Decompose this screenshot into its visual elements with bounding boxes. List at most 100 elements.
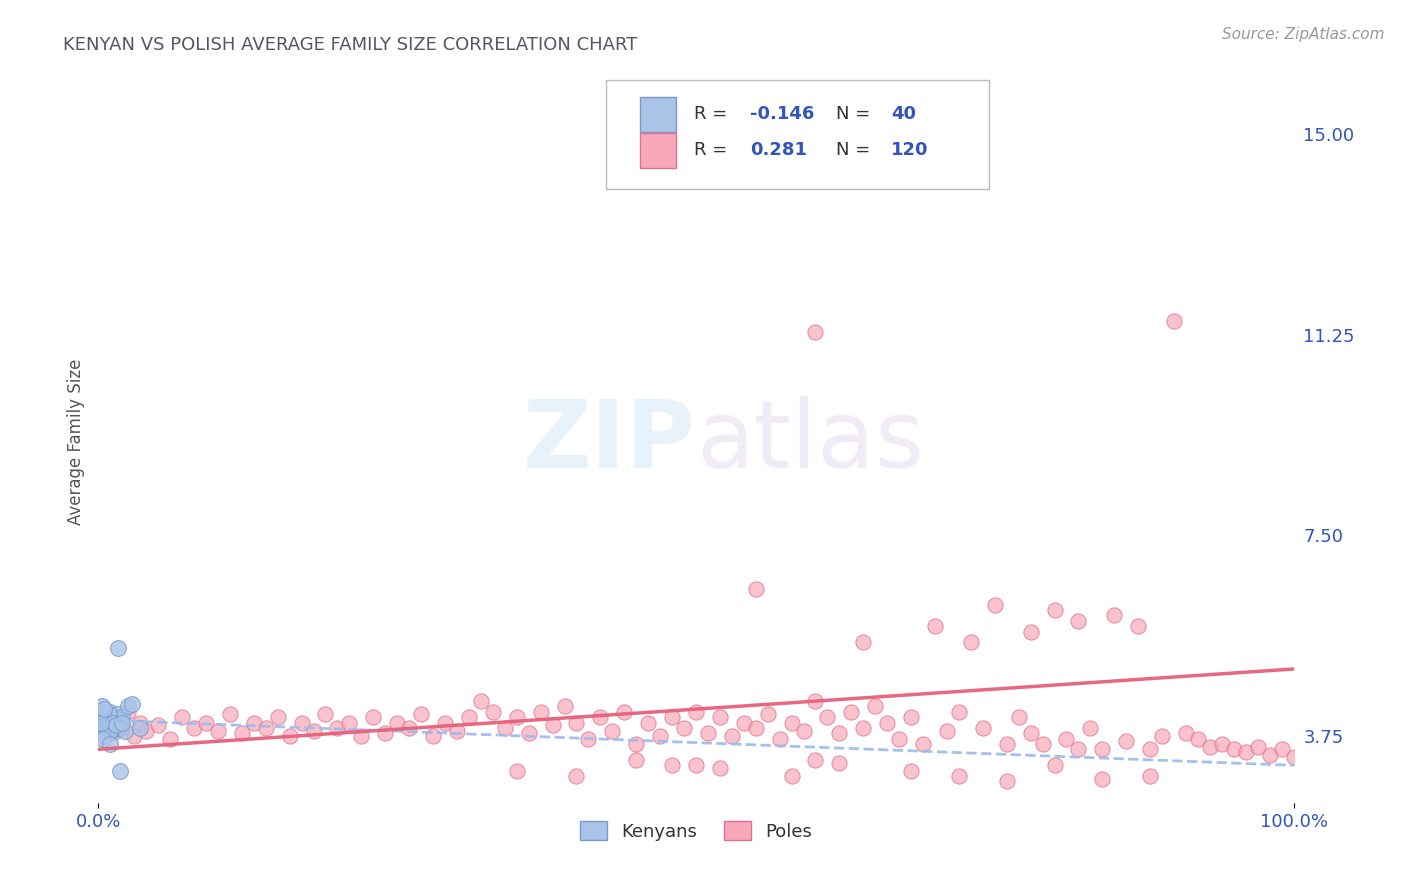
Point [900, 710, 922, 724]
Point [685, 758, 707, 772]
Text: 40: 40 [891, 105, 915, 123]
Point [422, 729, 444, 743]
Point [326, 721, 349, 735]
Point [1043, 758, 1066, 772]
Point [398, 721, 420, 735]
Point [721, 729, 744, 743]
Point [254, 721, 277, 735]
Point [565, 715, 588, 730]
Point [972, 721, 994, 735]
Point [817, 710, 839, 724]
Point [374, 726, 396, 740]
Point [90, 715, 112, 730]
Point [1223, 742, 1246, 756]
Point [828, 726, 851, 740]
Point [363, 710, 385, 724]
Point [565, 769, 588, 783]
Point [709, 710, 731, 724]
Point [626, 753, 648, 767]
Point [94, 715, 117, 730]
Point [91, 705, 114, 719]
Point [673, 721, 696, 735]
Point [231, 726, 253, 740]
Point [613, 705, 636, 719]
Point [1175, 726, 1198, 740]
Point [103, 710, 125, 724]
Point [960, 635, 983, 649]
Point [411, 707, 433, 722]
Point [900, 764, 922, 778]
Point [1211, 737, 1233, 751]
Point [1234, 745, 1257, 759]
Point [148, 718, 170, 732]
Point [107, 707, 129, 722]
Point [541, 718, 564, 732]
Point [865, 699, 887, 714]
Point [936, 723, 959, 738]
Point [101, 718, 124, 732]
Point [104, 723, 127, 738]
Point [745, 582, 768, 596]
Point [494, 721, 516, 735]
Point [97, 721, 120, 735]
Point [107, 721, 129, 735]
Point [97, 710, 120, 724]
Point [101, 715, 124, 730]
Point [98, 737, 122, 751]
Point [183, 721, 205, 735]
Point [804, 694, 827, 708]
Point [278, 729, 301, 743]
Point [1187, 731, 1209, 746]
Point [96, 715, 118, 730]
Text: N =: N = [835, 105, 870, 123]
Point [129, 715, 152, 730]
Text: -0.146: -0.146 [749, 105, 814, 123]
Point [93, 707, 115, 722]
Point [1019, 726, 1042, 740]
Point [105, 715, 128, 730]
Point [302, 723, 325, 738]
Point [780, 715, 803, 730]
Point [129, 721, 152, 735]
Point [1091, 772, 1114, 786]
Point [602, 723, 624, 738]
Point [93, 729, 115, 743]
Text: KENYAN VS POLISH AVERAGE FAMILY SIZE CORRELATION CHART: KENYAN VS POLISH AVERAGE FAMILY SIZE COR… [63, 36, 638, 54]
Point [852, 635, 875, 649]
Point [995, 737, 1018, 751]
Point [93, 702, 115, 716]
Point [91, 723, 114, 738]
Point [219, 707, 242, 722]
Point [1043, 603, 1066, 617]
Point [793, 723, 815, 738]
Point [995, 774, 1018, 789]
Point [709, 761, 731, 775]
Legend: Kenyans, Poles: Kenyans, Poles [572, 814, 820, 848]
Point [108, 713, 131, 727]
Point [697, 726, 720, 740]
Point [434, 715, 457, 730]
Point [506, 710, 529, 724]
Text: 120: 120 [891, 141, 928, 160]
Point [769, 731, 792, 746]
Point [745, 721, 768, 735]
Text: 0.281: 0.281 [749, 141, 807, 160]
Point [111, 721, 134, 735]
Point [589, 710, 612, 724]
Point [530, 705, 553, 719]
Point [889, 731, 911, 746]
Point [172, 710, 194, 724]
Point [554, 699, 576, 714]
Point [105, 718, 128, 732]
Point [828, 756, 851, 770]
Text: N =: N = [835, 141, 870, 160]
Point [291, 715, 314, 730]
Point [385, 715, 409, 730]
Point [100, 713, 122, 727]
Point [110, 718, 132, 732]
Point [207, 723, 229, 738]
FancyBboxPatch shape [640, 97, 676, 132]
Point [458, 710, 481, 724]
Point [841, 705, 863, 719]
Point [1282, 750, 1305, 764]
